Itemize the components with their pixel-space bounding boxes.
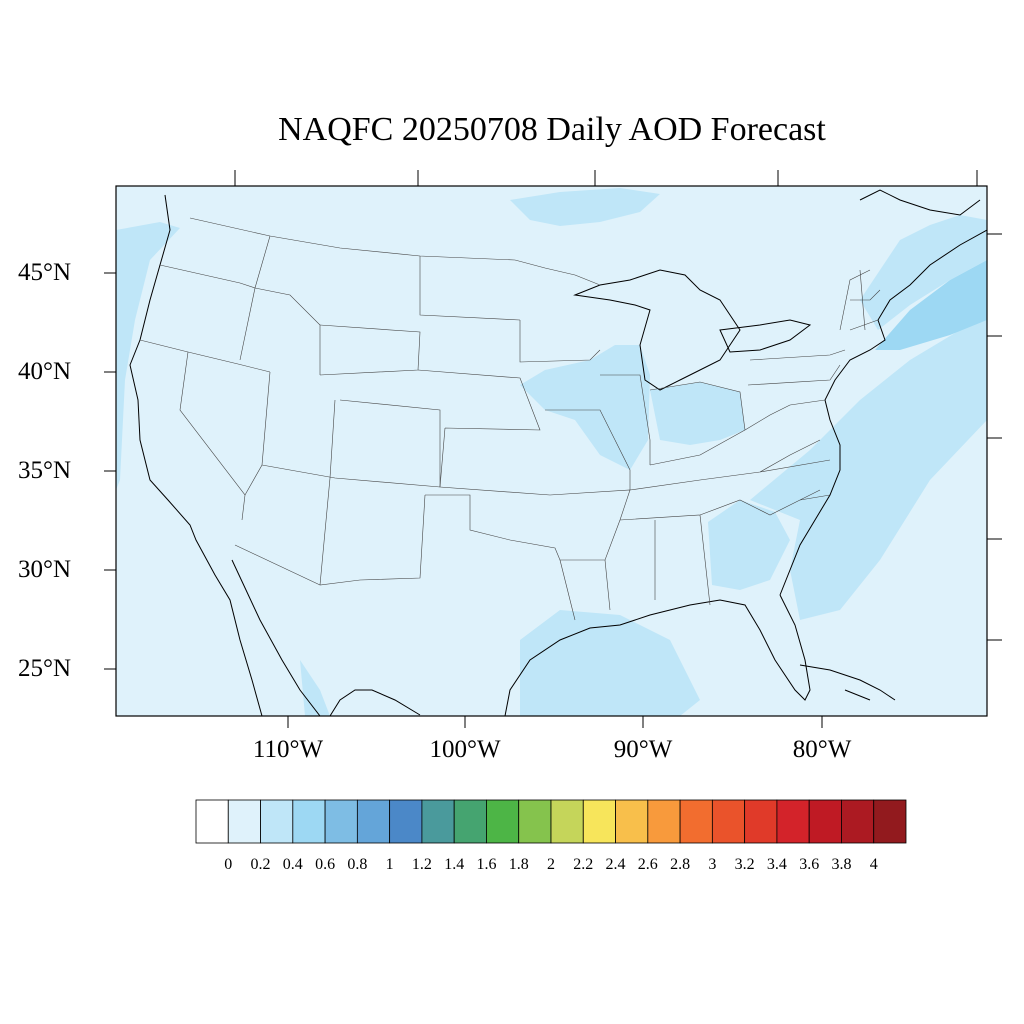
lon-label-110w: 110°W (252, 736, 324, 763)
lon-label-100w: 100°W (429, 736, 501, 763)
aod-region-atlantic-plume (750, 320, 987, 620)
lon-label-80w: 80°W (792, 736, 852, 763)
baja-coastline (231, 559, 321, 716)
state-boundaries (139, 217, 881, 621)
gulf-coastline (329, 594, 811, 716)
map-field (116, 186, 987, 716)
colorbar-swatch-7 (421, 799, 455, 844)
dakotas-nebraska-kansas (417, 369, 551, 496)
montana-north-dakota (419, 256, 521, 321)
colorbar-swatch-4 (324, 799, 358, 844)
colorbar-label-1: 0.2 (250, 856, 271, 873)
colorbar-label-6: 1.2 (411, 856, 432, 873)
oregon-california-nevada (139, 339, 271, 373)
atlantic-coastline (779, 229, 987, 596)
colorbar-label-12: 2.4 (605, 856, 626, 873)
colorbar-swatch-14 (647, 799, 681, 844)
colorbar-swatch-20 (841, 799, 875, 844)
wyoming-south-dakota (319, 324, 421, 376)
colorbar-label-9: 1.8 (508, 856, 529, 873)
aod-region-gulf (520, 610, 700, 716)
map-title: NAQFC 20250708 Daily AOD Forecast (278, 111, 826, 148)
colorbar-swatch-17 (744, 799, 778, 844)
kentucky-tennessee (629, 404, 831, 491)
colorbar-label-2: 0.4 (282, 856, 303, 873)
great-lakes-shoreline (573, 269, 812, 391)
colorbar-label-17: 3.4 (766, 856, 787, 873)
colorbar (195, 799, 907, 844)
virginia-carolinas (759, 399, 831, 501)
new-england (849, 269, 881, 331)
aod-region-canada (510, 188, 660, 226)
california-nevada-diagonal (179, 351, 246, 521)
aod-region-pacific-coast (116, 222, 180, 490)
colorbar-label-10: 2 (547, 856, 555, 873)
colorbar-label-13: 2.6 (637, 856, 658, 873)
colorbar-swatch-11 (550, 799, 584, 844)
utah-colorado (329, 399, 441, 487)
colorbar-label-5: 1 (385, 856, 394, 873)
pennsylvania-new-york (747, 269, 871, 386)
colorbar-label-8: 1.6 (476, 856, 497, 873)
colorbar-swatch-19 (808, 799, 842, 844)
colorbar-label-7: 1.4 (444, 856, 465, 873)
colorbar-label-18: 3.6 (799, 856, 820, 873)
colorbar-swatch-2 (260, 799, 294, 844)
aod-region-georgia (708, 500, 790, 590)
colorbar-label-14: 2.8 (670, 856, 691, 873)
lat-label-40: 40°N (18, 358, 72, 385)
colorbar-swatch-9 (486, 799, 520, 844)
colorbar-swatch-3 (292, 799, 326, 844)
colorbar-swatch-10 (518, 799, 552, 844)
colorbar-swatch-15 (679, 799, 713, 844)
colorbar-label-0: 0 (224, 856, 233, 873)
colorbar-swatch-12 (582, 799, 616, 844)
colorbar-swatch-16 (711, 799, 746, 844)
axis-ticks (104, 170, 1002, 728)
colorbar-swatch-21 (873, 799, 907, 844)
colorbar-swatch-6 (389, 799, 423, 844)
colorbar-swatch-1 (227, 799, 261, 844)
aod-region-northeast-band (860, 215, 987, 330)
arizona-new-mexico-texas (234, 477, 561, 586)
colorbar-label-11: 2.2 (573, 856, 594, 873)
colorbar-label-3: 0.6 (315, 856, 336, 873)
colorbar-swatch-8 (453, 799, 487, 844)
washington-oregon (159, 264, 256, 289)
colorbar-label-20: 4 (869, 856, 878, 873)
colorbar-label-4: 0.8 (347, 856, 368, 873)
lat-label-25: 25°N (18, 655, 72, 682)
illinois-indiana-ohio (600, 374, 746, 465)
lat-label-45: 45°N (18, 259, 72, 286)
coastlines (129, 189, 987, 716)
mississippi-alabama-georgia (604, 489, 821, 611)
canada-shoreline (859, 189, 981, 216)
colorbar-swatch-5 (356, 799, 391, 844)
colorbar-swatch-0 (195, 799, 229, 844)
aod-region-new-england-offshore (875, 260, 987, 350)
lat-label-35: 35°N (18, 457, 72, 484)
colorbar-label-15: 3 (708, 856, 717, 873)
colorbar-label-16: 3.2 (734, 856, 755, 873)
pacific-coastline (129, 194, 263, 716)
aod-region-upper-midwest (520, 345, 650, 470)
colorbar-swatch-13 (615, 799, 649, 844)
map-frame (115, 185, 988, 717)
colorbar-label-19: 3.8 (831, 856, 852, 873)
nevada-utah-arizona (244, 371, 441, 496)
minnesota-iowa-missouri (519, 320, 631, 490)
idaho-montana-wyoming (239, 235, 321, 375)
lon-label-90w: 90°W (613, 736, 673, 763)
aod-region-baja (300, 660, 330, 716)
cuba-coastline (799, 664, 896, 701)
lat-label-30: 30°N (18, 556, 72, 583)
colorbar-swatch-18 (776, 799, 810, 844)
aod-region-ohio-valley (650, 382, 745, 445)
